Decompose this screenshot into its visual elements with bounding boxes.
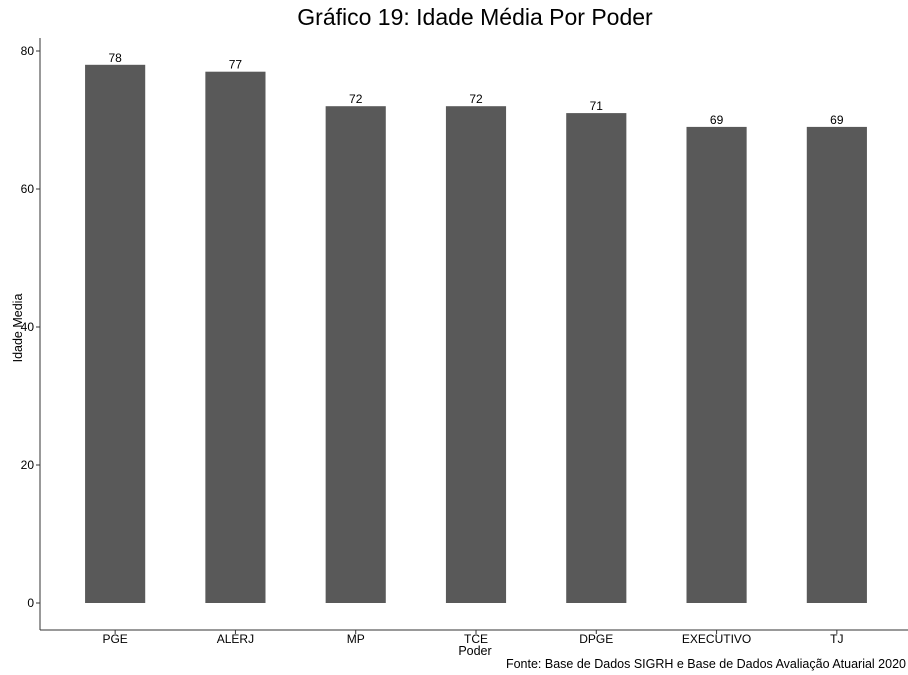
- x-axis-ticks: PGE ALERJ MP TCE DPGE EXECUTIVO TJ: [102, 630, 844, 646]
- x-tick-label: PGE: [102, 632, 127, 646]
- y-tick-label: 0: [27, 596, 34, 610]
- x-tick-label: DPGE: [579, 632, 613, 646]
- data-label: 77: [229, 58, 243, 72]
- bar: [85, 64, 146, 604]
- data-label: 71: [590, 99, 604, 113]
- y-tick-label: 80: [21, 44, 35, 58]
- bar: [205, 71, 266, 603]
- x-axis-title: Poder: [458, 644, 491, 658]
- data-label: 69: [710, 113, 724, 127]
- y-tick-label: 20: [21, 458, 35, 472]
- bar: [566, 113, 627, 603]
- bar: [686, 126, 747, 604]
- data-label: 72: [349, 92, 363, 106]
- data-label: 69: [830, 113, 844, 127]
- bars-group: [85, 64, 867, 604]
- y-axis-ticks: 0 20 40 60 80: [21, 44, 40, 610]
- data-labels-group: 78 77 72 72 71 69 69: [108, 51, 843, 127]
- y-axis-title: Idade Media: [11, 294, 25, 363]
- bar: [445, 106, 507, 603]
- data-label: 78: [108, 51, 122, 65]
- chart-title: Gráfico 19: Idade Média Por Poder: [297, 4, 653, 30]
- x-tick-label: EXECUTIVO: [682, 632, 751, 646]
- bar: [325, 106, 386, 603]
- bar: [806, 126, 867, 604]
- x-tick-label: MP: [347, 632, 365, 646]
- y-tick-label: 40: [21, 320, 35, 334]
- data-label: 72: [469, 92, 483, 106]
- x-tick-label: TJ: [830, 632, 843, 646]
- source-caption: Fonte: Base de Dados SIGRH e Base de Dad…: [506, 657, 906, 671]
- x-tick-label: TCE: [464, 632, 488, 646]
- x-tick-label: ALERJ: [217, 632, 254, 646]
- y-tick-label: 60: [21, 182, 35, 196]
